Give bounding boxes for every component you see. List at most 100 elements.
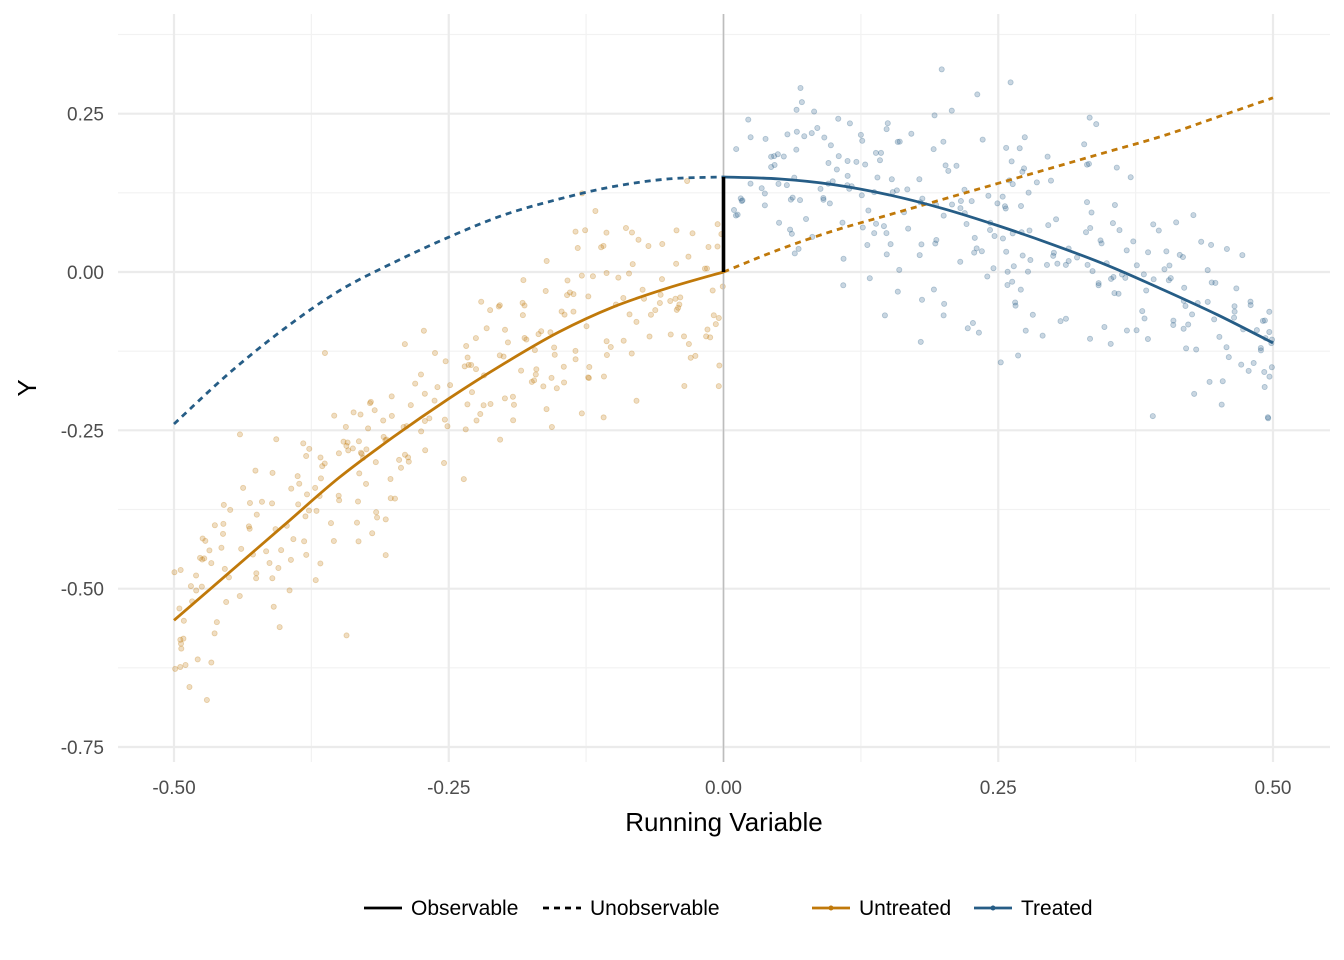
- treated-point: [1167, 275, 1174, 282]
- treated-point: [1173, 219, 1180, 226]
- untreated-point: [177, 566, 184, 573]
- treated-point: [957, 205, 964, 212]
- treated-point: [942, 162, 949, 169]
- untreated-point: [447, 382, 454, 389]
- untreated-point: [236, 431, 243, 438]
- untreated-point: [487, 307, 494, 314]
- treated-point: [964, 325, 971, 332]
- treated-point: [1231, 303, 1238, 310]
- x-tick-label: 0.25: [980, 778, 1017, 799]
- untreated-point: [578, 272, 585, 279]
- treated-point: [1223, 245, 1230, 252]
- untreated-point: [330, 538, 337, 545]
- untreated-point: [622, 225, 629, 232]
- treated-point: [930, 286, 937, 293]
- y-tick-label: 0.00: [67, 263, 104, 284]
- y-tick-label: -0.50: [61, 580, 104, 601]
- treated-point: [1087, 225, 1094, 232]
- untreated-point: [521, 335, 528, 342]
- untreated-point: [312, 577, 319, 584]
- untreated-point: [592, 208, 599, 215]
- untreated-point: [572, 347, 579, 354]
- treated-point: [771, 161, 778, 168]
- treated-point: [971, 249, 978, 256]
- treated-point: [768, 153, 775, 160]
- treated-point: [1189, 311, 1196, 318]
- untreated-point: [269, 500, 276, 507]
- untreated-point: [462, 426, 469, 433]
- untreated-point: [600, 414, 607, 421]
- untreated-point: [372, 459, 379, 466]
- treated-point: [839, 219, 846, 226]
- treated-point: [797, 84, 804, 91]
- untreated-point: [487, 400, 494, 407]
- untreated-point: [561, 379, 568, 386]
- treated-point: [1141, 315, 1148, 322]
- treated-point: [1108, 275, 1115, 282]
- treated-point: [1239, 252, 1246, 259]
- untreated-point: [521, 302, 528, 309]
- untreated-point: [380, 417, 387, 424]
- treated-point: [1166, 262, 1173, 269]
- untreated-point: [477, 411, 484, 418]
- untreated-point: [705, 243, 712, 250]
- untreated-point: [286, 587, 293, 594]
- untreated-point: [518, 367, 525, 374]
- untreated-point: [294, 473, 301, 480]
- legend-label-untreated: Untreated: [859, 897, 951, 920]
- treated-point: [1107, 340, 1114, 347]
- untreated-point: [542, 288, 549, 295]
- y-tick-label: -0.75: [61, 738, 104, 759]
- untreated-point: [172, 665, 179, 672]
- treated-point: [864, 241, 871, 248]
- legend-dot-treated: [990, 905, 996, 911]
- untreated-point: [220, 520, 227, 527]
- untreated-point: [350, 409, 357, 416]
- treated-point: [1261, 384, 1268, 391]
- untreated-point: [603, 352, 610, 359]
- untreated-point: [321, 460, 328, 467]
- treated-point: [1198, 238, 1205, 245]
- untreated-point: [353, 519, 360, 526]
- treated-point: [1019, 168, 1026, 175]
- treated-point: [1165, 277, 1172, 284]
- treated-point: [1216, 333, 1223, 340]
- untreated-point: [335, 492, 342, 499]
- untreated-point: [194, 656, 201, 663]
- treated-point: [1225, 354, 1232, 361]
- untreated-point: [180, 617, 187, 624]
- untreated-point: [585, 374, 592, 381]
- untreated-point: [558, 308, 565, 315]
- treated-point: [774, 151, 781, 158]
- untreated-point: [657, 291, 664, 298]
- untreated-point: [253, 511, 260, 518]
- untreated-point: [441, 460, 448, 467]
- legend-label-treated: Treated: [1021, 897, 1093, 920]
- untreated-point: [461, 363, 468, 370]
- untreated-point: [585, 293, 592, 300]
- untreated-point: [270, 603, 277, 610]
- x-tick-label: -0.25: [427, 778, 470, 799]
- untreated-point: [342, 423, 349, 430]
- untreated-point: [607, 344, 614, 351]
- treated-point: [985, 192, 992, 199]
- untreated-point: [510, 401, 517, 408]
- treated-point: [1086, 114, 1093, 121]
- untreated-point: [197, 554, 204, 561]
- untreated-point: [177, 636, 184, 643]
- treated-point: [1083, 229, 1090, 236]
- treated-point: [953, 162, 960, 169]
- untreated-point: [677, 294, 684, 301]
- treated-point: [1110, 274, 1117, 281]
- untreated-point: [363, 446, 370, 453]
- treated-point: [1043, 261, 1050, 268]
- treated-point: [859, 224, 866, 231]
- untreated-point: [464, 354, 471, 361]
- untreated-point: [221, 565, 228, 572]
- treated-point: [904, 186, 911, 193]
- untreated-point: [367, 400, 374, 407]
- untreated-point: [680, 333, 687, 340]
- untreated-point: [358, 450, 365, 457]
- treated-point: [878, 149, 885, 156]
- untreated-point: [564, 292, 571, 299]
